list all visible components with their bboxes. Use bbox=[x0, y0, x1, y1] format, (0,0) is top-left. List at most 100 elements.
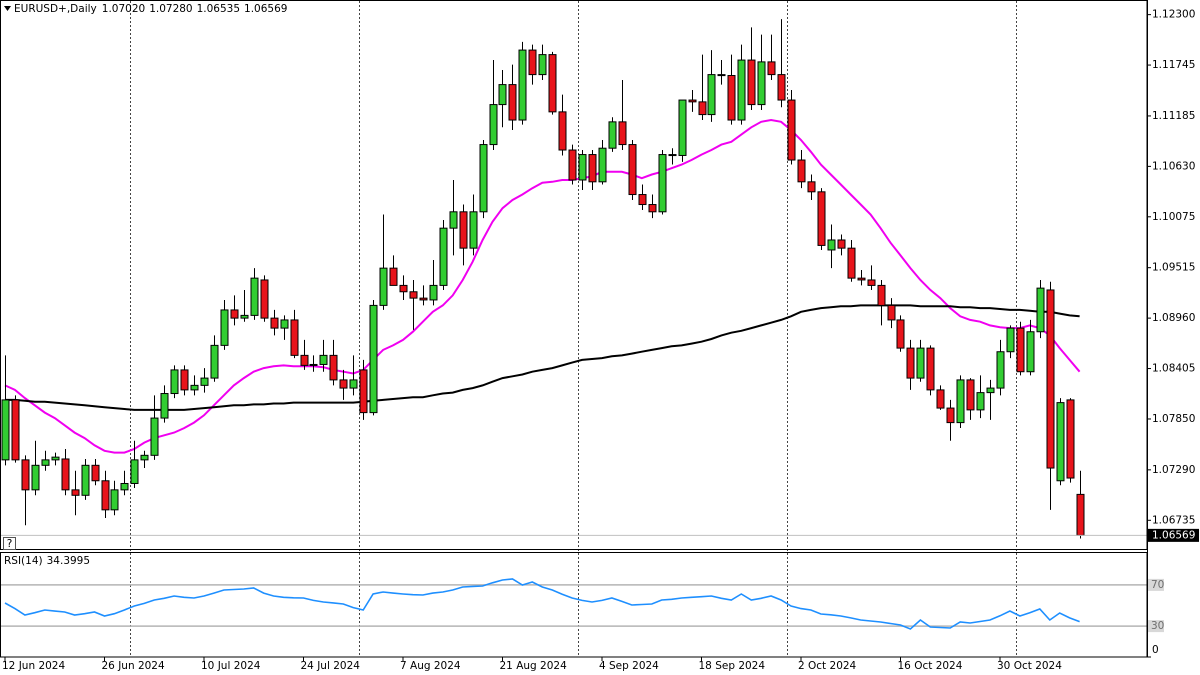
candle-body bbox=[1036, 287, 1045, 333]
x-tick-label: 4 Sep 2024 bbox=[599, 660, 659, 672]
candle-body bbox=[31, 464, 40, 491]
candle-body bbox=[936, 389, 945, 409]
candle-body bbox=[867, 279, 876, 286]
candle-body bbox=[1056, 402, 1065, 482]
moving-average bbox=[5, 304, 1080, 411]
low-label: 1.06535 bbox=[197, 3, 240, 15]
x-tick-label: 26 Jun 2024 bbox=[102, 660, 165, 672]
candle-body bbox=[140, 454, 149, 461]
candle-body bbox=[309, 363, 318, 366]
candle-body bbox=[419, 297, 428, 301]
y-tick-label: 1.07290 bbox=[1152, 464, 1195, 476]
candle-body bbox=[429, 284, 438, 301]
candle-body bbox=[498, 84, 507, 106]
candle-body bbox=[91, 464, 100, 482]
help-button[interactable] bbox=[3, 537, 16, 550]
moving-average bbox=[4, 118, 1081, 454]
close-label: 1.06569 bbox=[244, 3, 287, 15]
candle-body bbox=[1076, 493, 1085, 536]
candle-body bbox=[290, 319, 299, 356]
candle-body bbox=[817, 191, 826, 246]
candle-body bbox=[648, 204, 657, 213]
rsi-title: RSI(14) bbox=[4, 555, 43, 567]
candle-body bbox=[230, 309, 239, 319]
x-tick-label: 30 Oct 2024 bbox=[997, 660, 1062, 672]
candle-body bbox=[1026, 331, 1035, 373]
level-label-box bbox=[1148, 620, 1164, 633]
candle-body bbox=[727, 75, 736, 121]
y-tick-label: 1.06735 bbox=[1152, 514, 1195, 526]
candle-body bbox=[737, 59, 746, 121]
candle-body bbox=[578, 154, 587, 181]
candle-body bbox=[300, 354, 309, 366]
y-tick-label: 1.11745 bbox=[1152, 59, 1195, 71]
y-tick-label: 70 bbox=[1151, 579, 1164, 591]
candle-body bbox=[489, 104, 498, 146]
x-tick-label: 24 Jul 2024 bbox=[301, 660, 361, 672]
x-tick-label: 16 Oct 2024 bbox=[898, 660, 963, 672]
price-tag bbox=[1148, 528, 1199, 542]
candle-body bbox=[479, 144, 488, 213]
candle-body bbox=[966, 379, 975, 411]
main-frame bbox=[0, 0, 1148, 550]
y-tick-label: 1.10630 bbox=[1152, 160, 1195, 172]
candle-body bbox=[41, 459, 50, 466]
candle-body bbox=[558, 111, 567, 151]
candle-body bbox=[150, 417, 159, 456]
y-tick-label: 1.10075 bbox=[1152, 211, 1195, 223]
candle-body bbox=[837, 239, 846, 249]
chart-header: EURUSD+,Daily 1.07020 1.07280 1.06535 1.0656… bbox=[14, 3, 287, 15]
candle-body bbox=[608, 121, 617, 149]
candle-body bbox=[160, 393, 169, 419]
candle-body bbox=[61, 458, 70, 491]
candle-body bbox=[906, 347, 915, 379]
candle-body bbox=[409, 291, 418, 299]
y-tick-label: 0 bbox=[1152, 644, 1159, 656]
main-panel bbox=[1, 19, 1147, 539]
candle-body bbox=[101, 480, 110, 511]
candle-body bbox=[379, 267, 388, 306]
candle-body bbox=[1016, 327, 1025, 373]
candle-body bbox=[319, 354, 328, 365]
candle-body bbox=[916, 347, 925, 379]
candle-body bbox=[946, 407, 955, 424]
candle-body bbox=[956, 379, 965, 424]
candle-body bbox=[220, 309, 229, 346]
candle-body bbox=[538, 54, 547, 76]
symbol-title: EURUSD+,Daily bbox=[14, 3, 97, 15]
candle-body bbox=[389, 267, 398, 286]
candle-body bbox=[240, 314, 249, 319]
candle-body bbox=[180, 369, 189, 391]
x-tick-label: 12 Jun 2024 bbox=[2, 660, 65, 672]
candle-body bbox=[518, 49, 527, 121]
candle-body bbox=[568, 149, 577, 181]
candle-body bbox=[588, 154, 597, 183]
candle-body bbox=[528, 49, 537, 76]
candle-body bbox=[339, 379, 348, 389]
candle-body bbox=[130, 459, 139, 484]
candle-body bbox=[110, 489, 119, 511]
x-tick-label: 10 Jul 2024 bbox=[201, 660, 261, 672]
candle-body bbox=[21, 459, 30, 491]
candle-body bbox=[658, 154, 667, 213]
candle-body bbox=[896, 319, 905, 349]
candle-body bbox=[707, 74, 716, 116]
candle-body bbox=[399, 284, 408, 293]
candle-body bbox=[857, 277, 866, 281]
candle-body bbox=[767, 61, 776, 76]
candle-body bbox=[81, 464, 90, 496]
candle-body bbox=[827, 239, 836, 251]
candle-body bbox=[120, 482, 129, 491]
rsi-line bbox=[4, 578, 1080, 630]
candle-body bbox=[986, 387, 995, 394]
candle-body bbox=[508, 84, 517, 121]
candle-body bbox=[698, 101, 707, 116]
x-tick-label: 7 Aug 2024 bbox=[400, 660, 461, 672]
high-label: 1.07280 bbox=[149, 3, 192, 15]
price-tag-label: 1.06569 bbox=[1152, 529, 1195, 541]
menu-triangle[interactable] bbox=[4, 6, 11, 11]
candle-body bbox=[280, 319, 289, 329]
candle-body bbox=[11, 399, 20, 461]
